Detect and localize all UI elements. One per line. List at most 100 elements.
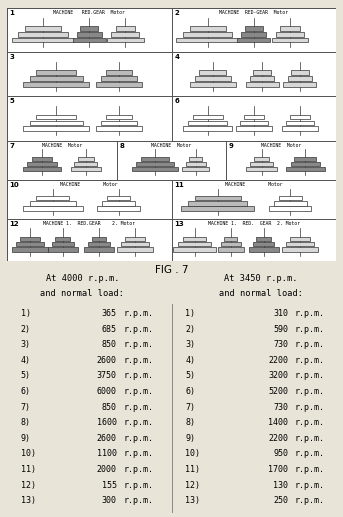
Text: 2200: 2200: [268, 434, 288, 443]
Text: 2600: 2600: [97, 434, 117, 443]
Text: 12): 12): [185, 481, 200, 490]
Bar: [188, 201, 247, 206]
Bar: [181, 206, 254, 210]
Text: r.p.m.: r.p.m.: [123, 387, 153, 396]
Text: r.p.m.: r.p.m.: [295, 418, 325, 427]
Bar: [23, 82, 89, 87]
Text: 1400: 1400: [268, 418, 288, 427]
Bar: [226, 141, 336, 180]
Text: r.p.m.: r.p.m.: [123, 325, 153, 333]
Bar: [276, 32, 304, 37]
Text: r.p.m.: r.p.m.: [295, 309, 325, 318]
Bar: [190, 26, 226, 31]
Text: 6000: 6000: [97, 387, 117, 396]
Bar: [280, 26, 300, 31]
Bar: [186, 162, 205, 166]
Bar: [141, 157, 169, 161]
Text: 1700: 1700: [268, 465, 288, 474]
Bar: [74, 162, 97, 166]
Bar: [291, 162, 320, 166]
Text: 13): 13): [185, 496, 200, 505]
Text: At 3450 r.p.m.: At 3450 r.p.m.: [224, 274, 297, 283]
Text: 590: 590: [273, 325, 288, 333]
Text: 10): 10): [21, 449, 36, 459]
Bar: [246, 167, 277, 171]
Bar: [117, 141, 226, 180]
Bar: [23, 126, 89, 131]
Bar: [117, 248, 153, 252]
Bar: [27, 162, 57, 166]
Bar: [183, 32, 233, 37]
Bar: [286, 167, 324, 171]
Bar: [173, 248, 216, 252]
Text: MACHINE   RED.GEAR  Motor: MACHINE RED.GEAR Motor: [53, 10, 125, 15]
Text: r.p.m.: r.p.m.: [123, 340, 153, 349]
Text: MACHINE        Motor: MACHINE Motor: [60, 182, 118, 187]
Text: 3200: 3200: [268, 371, 288, 381]
Bar: [101, 120, 137, 125]
Text: 5): 5): [185, 371, 195, 381]
Text: 6: 6: [174, 98, 179, 104]
Text: 4): 4): [21, 356, 31, 365]
Bar: [36, 196, 69, 201]
Text: 6): 6): [21, 387, 31, 396]
Bar: [36, 115, 76, 119]
Text: 310: 310: [273, 309, 288, 318]
Bar: [16, 242, 44, 247]
Bar: [172, 219, 336, 261]
Bar: [56, 237, 70, 241]
Text: r.p.m.: r.p.m.: [123, 449, 153, 459]
Bar: [290, 115, 310, 119]
Text: r.p.m.: r.p.m.: [123, 371, 153, 381]
Text: FIG . 7: FIG . 7: [155, 265, 188, 275]
Bar: [78, 157, 94, 161]
Bar: [7, 180, 172, 219]
Bar: [7, 141, 117, 180]
Bar: [30, 120, 83, 125]
Bar: [111, 32, 139, 37]
Text: 155: 155: [102, 481, 117, 490]
Text: 7): 7): [185, 403, 195, 412]
Bar: [286, 242, 314, 247]
Bar: [244, 115, 264, 119]
Bar: [106, 115, 132, 119]
Text: 11: 11: [174, 182, 184, 188]
Bar: [19, 32, 68, 37]
Text: MACHINE 1.  RED.  GEAR  2. Motor: MACHINE 1. RED. GEAR 2. Motor: [208, 221, 300, 226]
Bar: [102, 201, 135, 206]
Bar: [176, 38, 239, 42]
Bar: [253, 242, 274, 247]
Bar: [246, 82, 279, 87]
Bar: [282, 248, 318, 252]
Text: 6): 6): [185, 387, 195, 396]
Text: 8): 8): [185, 418, 195, 427]
Text: r.p.m.: r.p.m.: [295, 434, 325, 443]
Text: r.p.m.: r.p.m.: [295, 371, 325, 381]
Bar: [274, 201, 307, 206]
Text: 9): 9): [21, 434, 31, 443]
Text: 250: 250: [273, 496, 288, 505]
Bar: [106, 70, 132, 75]
Text: 850: 850: [102, 340, 117, 349]
Bar: [77, 32, 102, 37]
Text: r.p.m.: r.p.m.: [295, 387, 325, 396]
Text: 13: 13: [174, 221, 184, 227]
Text: 950: 950: [273, 449, 288, 459]
Bar: [194, 196, 241, 201]
Text: At 4000 r.p.m.: At 4000 r.p.m.: [46, 274, 119, 283]
Text: 1: 1: [10, 10, 14, 16]
Text: 3): 3): [21, 340, 31, 349]
Bar: [217, 248, 244, 252]
Bar: [172, 8, 336, 52]
Bar: [200, 70, 226, 75]
Text: r.p.m.: r.p.m.: [123, 309, 153, 318]
Text: 1100: 1100: [97, 449, 117, 459]
Text: 2600: 2600: [97, 356, 117, 365]
Text: 130: 130: [273, 481, 288, 490]
Text: 4): 4): [185, 356, 195, 365]
Bar: [36, 70, 76, 75]
Bar: [96, 126, 142, 131]
Bar: [7, 8, 172, 52]
Bar: [107, 196, 130, 201]
Bar: [236, 126, 272, 131]
